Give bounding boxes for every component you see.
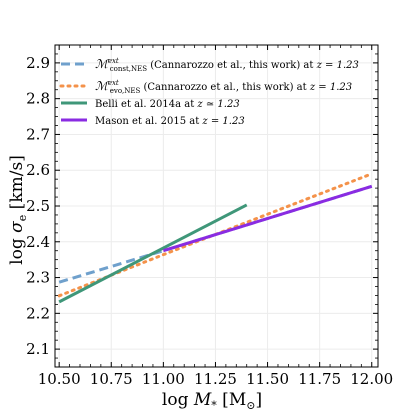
legend: ℳext const,NES (Cannarozzo et al., this w… [59,57,359,127]
x-tick-label: 10.50 [38,370,81,388]
legend-label-2: Belli et al. 2014a at z ≃ 1.23 [95,99,240,110]
series-line-3 [162,184,373,253]
x-tick-label: 11.00 [142,370,185,388]
x-tick-label: 10.75 [90,370,133,388]
y-axis-label: log σe [km/s] [7,155,29,265]
y-tick-label: 2.5 [26,197,50,215]
series-line-2 [58,203,248,304]
x-tick-label: 11.25 [194,370,237,388]
y-tick-label: 2.6 [26,161,50,179]
y-tick-label: 2.8 [26,90,50,108]
series-layer [57,172,374,304]
grid [55,45,378,367]
legend-label-1: ℳext evo,NES (Cannarozzo et al., this wor… [95,79,352,95]
y-tick-label: 2.4 [26,233,50,251]
ticks: 10.50 10.75 11.00 11.25 11.50 11.75 12.00 2.1 2.… [26,44,393,388]
x-axis-label: log M* [M⊙] [162,390,262,412]
x-tick-label: 12.00 [350,370,393,388]
legend-label-3: Mason et al. 2015 at z = 1.23 [95,116,245,127]
y-tick-label: 2.1 [26,340,50,358]
y-tick-label: 2.2 [26,304,50,322]
x-tick-label: 11.75 [298,370,341,388]
legend-label-0: ℳext const,NES (Cannarozzo et al., this w… [95,57,359,73]
y-tick-label: 2.7 [26,125,50,143]
y-tick-label: 2.3 [26,269,50,287]
x-tick-label: 11.50 [246,370,289,388]
y-tick-label: 2.9 [26,54,50,72]
